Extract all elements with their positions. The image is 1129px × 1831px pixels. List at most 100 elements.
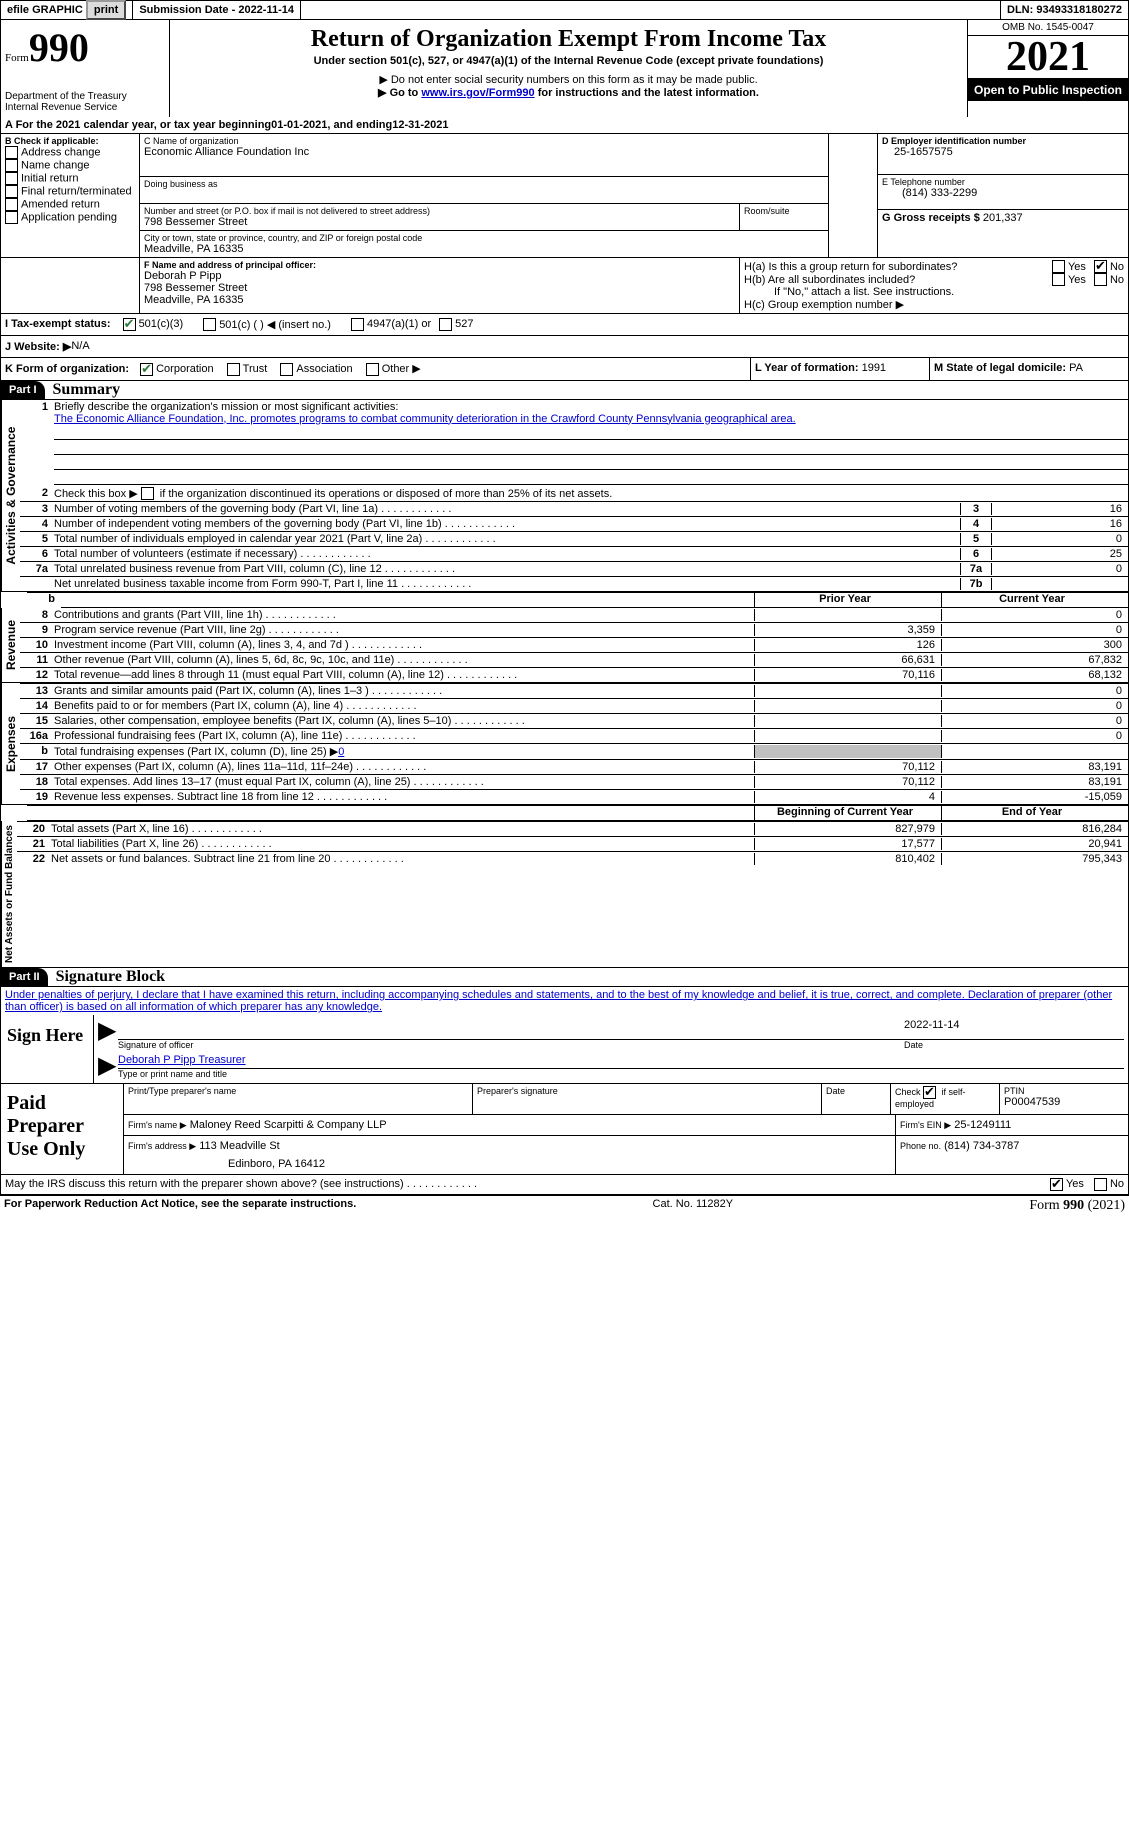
501c-label: 501(c) ( ) ◀ (insert no.) xyxy=(219,318,331,331)
opt-app-pending[interactable]: Application pending xyxy=(5,211,135,224)
line-9: 9Program service revenue (Part VIII, lin… xyxy=(20,622,1128,637)
line2-label: Check this box ▶ xyxy=(54,488,138,500)
section-expenses: Expenses 13Grants and similar amounts pa… xyxy=(1,683,1128,805)
self-employed-checkbox[interactable] xyxy=(923,1086,936,1099)
opt-address-change[interactable]: Address change xyxy=(5,146,135,159)
sig-name-label: Type or print name and title xyxy=(118,1069,1124,1079)
assoc-label: Association xyxy=(296,363,352,375)
part1-title: Summary xyxy=(53,381,121,399)
4947-checkbox[interactable] xyxy=(351,318,364,331)
box-f: F Name and address of principal officer:… xyxy=(140,258,740,313)
firm-name-label: Firm's name ▶ xyxy=(128,1120,187,1130)
form-org-label: K Form of organization: xyxy=(5,363,129,375)
preparer-print-label: Print/Type preparer's name xyxy=(124,1084,473,1114)
penalties-text: Under penalties of perjury, I declare th… xyxy=(0,987,1129,1015)
row-i: I Tax-exempt status: 501(c)(3) 501(c) ( … xyxy=(0,314,1129,336)
ha-yes-label: Yes xyxy=(1068,261,1086,273)
hb-no-label: No xyxy=(1110,274,1124,286)
goto-note: ▶ Go to www.irs.gov/Form990 for instruct… xyxy=(174,86,963,99)
submission-date: Submission Date - 2022-11-14 xyxy=(133,1,301,19)
hb-yes-label: Yes xyxy=(1068,274,1086,286)
dba-label: Doing business as xyxy=(144,179,824,189)
hb-yes-checkbox[interactable] xyxy=(1052,273,1065,286)
domicile-label: M State of legal domicile: xyxy=(934,362,1066,374)
opt-amended[interactable]: Amended return xyxy=(5,198,135,211)
discuss-label: May the IRS discuss this return with the… xyxy=(5,1178,404,1190)
discuss-yes-label: Yes xyxy=(1066,1178,1084,1191)
period-label-a: A For the 2021 calendar year, or tax yea… xyxy=(5,119,271,131)
firm-ein-cell: Firm's EIN ▶ 25-1249111 xyxy=(896,1115,1128,1135)
box-b: B Check if applicable: Address change Na… xyxy=(1,134,140,257)
sig-officer-label: Signature of officer xyxy=(118,1040,904,1050)
ptin-label: PTIN xyxy=(1004,1086,1124,1096)
row-a-period: A For the 2021 calendar year, or tax yea… xyxy=(0,117,1129,134)
preparer-sig-label: Preparer's signature xyxy=(473,1084,822,1114)
efile-cell: efile GRAPHIC print xyxy=(1,1,133,19)
section-net-head: X Beginning of Current Year End of Year xyxy=(1,805,1128,821)
ha-no-checkbox[interactable] xyxy=(1094,260,1107,273)
firm-name-cell: Firm's name ▶ Maloney Reed Scarpitti & C… xyxy=(124,1115,896,1135)
irs-label: Internal Revenue Service xyxy=(5,102,165,113)
line2-checkbox[interactable] xyxy=(141,487,154,500)
discuss-no-checkbox[interactable] xyxy=(1094,1178,1107,1191)
efile-label: efile GRAPHIC xyxy=(7,4,83,16)
4947-label: 4947(a)(1) or xyxy=(367,318,431,331)
gross-receipts-value: 201,337 xyxy=(983,212,1023,224)
box-deg: D Employer identification number 25-1657… xyxy=(878,134,1128,257)
penalties-link[interactable]: Under penalties of perjury, I declare th… xyxy=(5,989,1112,1013)
form-title: Return of Organization Exempt From Incom… xyxy=(174,26,963,53)
box-c: C Name of organization Economic Alliance… xyxy=(140,134,829,257)
ha-yes-checkbox[interactable] xyxy=(1052,260,1065,273)
addr-label: Number and street (or P.O. box if mail i… xyxy=(144,206,735,216)
opt-final-return[interactable]: Final return/terminated xyxy=(5,185,135,198)
top-bar: efile GRAPHIC print Submission Date - 20… xyxy=(0,0,1129,20)
corp-checkbox[interactable] xyxy=(140,363,153,376)
line-6: 6Total number of volunteers (estimate if… xyxy=(20,546,1128,561)
activities-body: 1 Briefly describe the organization's mi… xyxy=(20,400,1128,592)
sig-name-val[interactable]: Deborah P Pipp Treasurer xyxy=(118,1054,246,1066)
discuss-no-label: No xyxy=(1110,1178,1124,1191)
sig-arrow-icon2: ▶ xyxy=(98,1052,116,1079)
org-name-label: C Name of organization xyxy=(144,136,824,146)
line-19: 19Revenue less expenses. Subtract line 1… xyxy=(20,789,1128,804)
line-4: 4Number of independent voting members of… xyxy=(20,516,1128,531)
room-label: Room/suite xyxy=(740,204,828,230)
form990-link[interactable]: www.irs.gov/Form990 xyxy=(421,87,534,99)
tax-year: 2021 xyxy=(968,36,1128,78)
trust-label: Trust xyxy=(243,363,268,375)
assoc-checkbox[interactable] xyxy=(280,363,293,376)
other-checkbox[interactable] xyxy=(366,363,379,376)
line-3: 3Number of voting members of the governi… xyxy=(20,501,1128,516)
trust-checkbox[interactable] xyxy=(227,363,240,376)
discuss-yes-checkbox[interactable] xyxy=(1050,1178,1063,1191)
line16b-val[interactable]: 0 xyxy=(338,746,344,758)
print-button[interactable]: print xyxy=(86,0,126,20)
expenses-label: Expenses xyxy=(1,683,20,804)
firm-phone-cell: Phone no. (814) 734-3787 xyxy=(896,1136,1128,1174)
check-label: Check xyxy=(895,1087,921,1097)
row-fh: F Name and address of principal officer:… xyxy=(0,258,1129,314)
org-name: Economic Alliance Foundation Inc xyxy=(144,146,824,158)
revenue-label: Revenue xyxy=(1,608,20,682)
hb-no-checkbox[interactable] xyxy=(1094,273,1107,286)
sig-date-val: 2022-11-14 xyxy=(904,1019,959,1031)
hc-label: H(c) Group exemption number ▶ xyxy=(744,298,1124,311)
line-21: 21Total liabilities (Part X, line 26)17,… xyxy=(17,836,1128,851)
firm-phone-label: Phone no. xyxy=(900,1141,941,1151)
opt-initial-return[interactable]: Initial return xyxy=(5,172,135,185)
527-checkbox[interactable] xyxy=(439,318,452,331)
dept-treasury: Department of the Treasury xyxy=(5,91,165,102)
501c3-checkbox[interactable] xyxy=(123,318,136,331)
opt-name-change[interactable]: Name change xyxy=(5,159,135,172)
firm-ein-value: 25-1249111 xyxy=(954,1119,1011,1131)
goto-pre: ▶ Go to xyxy=(378,87,421,99)
form-header: Form990 Department of the Treasury Inter… xyxy=(0,20,1129,117)
mission-text[interactable]: The Economic Alliance Foundation, Inc. p… xyxy=(54,413,796,425)
ha-no-label: No xyxy=(1110,261,1124,273)
part2-header: Part II Signature Block xyxy=(0,968,1129,987)
sign-here-block: Sign Here ▶ Signature of officer 2022-11… xyxy=(0,1015,1129,1084)
501c-checkbox[interactable] xyxy=(203,318,216,331)
officer-label: F Name and address of principal officer: xyxy=(144,260,735,270)
period-end: 12-31-2021 xyxy=(392,119,448,131)
page-footer: For Paperwork Reduction Act Notice, see … xyxy=(0,1195,1129,1216)
